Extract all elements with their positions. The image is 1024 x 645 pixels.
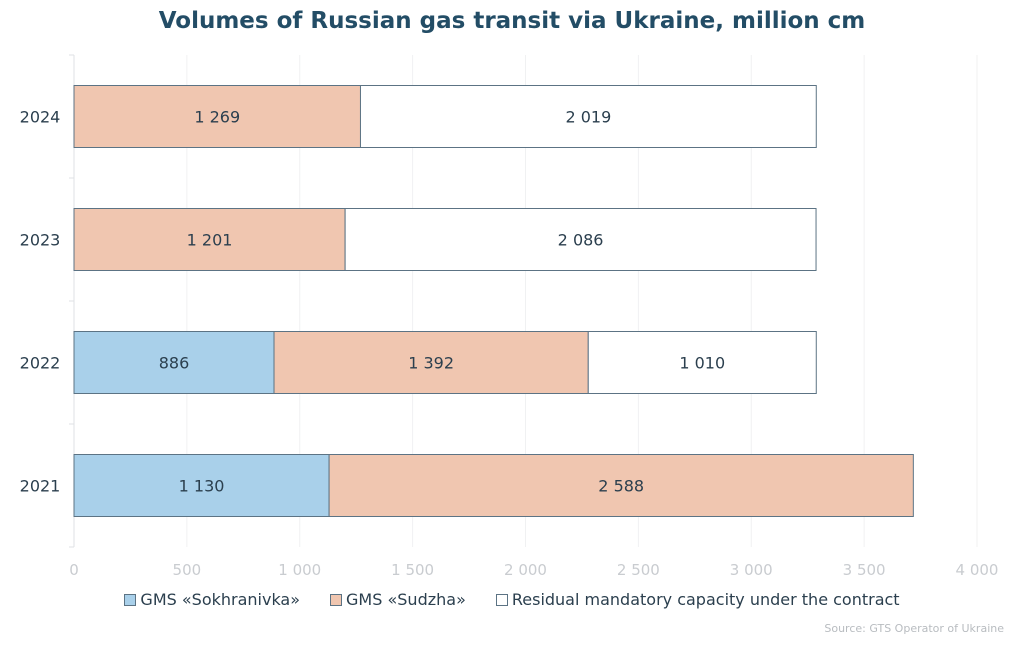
x-tick-label: 3 500 — [843, 561, 886, 579]
x-tick-label: 2 500 — [617, 561, 660, 579]
legend-item: Residual mandatory capacity under the co… — [495, 590, 900, 609]
x-tick-label: 4 000 — [956, 561, 999, 579]
x-tick-label: 3 000 — [730, 561, 773, 579]
bar-segment — [587, 331, 817, 394]
y-category-label: 2023 — [20, 231, 61, 250]
bar-segment — [344, 208, 817, 271]
data-label: 886 — [159, 354, 190, 373]
data-label: 1 269 — [194, 108, 240, 127]
data-label: 2 019 — [565, 108, 611, 127]
bar-segment — [273, 331, 589, 394]
bar-segment — [73, 454, 330, 517]
x-tick-label: 1 500 — [391, 561, 434, 579]
legend-swatch — [495, 593, 508, 606]
legend-item: GMS «Sokhranivka» — [124, 590, 300, 609]
y-category-label: 2024 — [20, 108, 61, 127]
data-label: 1 010 — [679, 354, 725, 373]
legend-item: GMS «Sudzha» — [330, 590, 466, 609]
x-tick-label: 1 000 — [278, 561, 321, 579]
bar-segment — [73, 208, 346, 271]
data-label: 1 130 — [179, 477, 225, 496]
legend-label: GMS «Sokhranivka» — [140, 590, 301, 609]
y-category-label: 2021 — [20, 477, 61, 496]
bar-segment — [73, 331, 275, 394]
data-label: 2 086 — [558, 231, 604, 250]
data-label: 1 392 — [408, 354, 454, 373]
x-tick-label: 500 — [173, 561, 202, 579]
x-tick-label: 2 000 — [504, 561, 547, 579]
data-label: 1 201 — [187, 231, 233, 250]
legend-swatch — [330, 593, 343, 606]
legend-label: Residual mandatory capacity under the co… — [511, 590, 900, 609]
x-tick-label: 0 — [69, 561, 79, 579]
legend-swatch — [124, 593, 137, 606]
data-label: 2 588 — [598, 477, 644, 496]
bar-segment — [328, 454, 914, 517]
chart-title: Volumes of Russian gas transit via Ukrai… — [158, 8, 866, 34]
source-note: Source: GTS Operator of Ukraine — [824, 622, 1004, 635]
y-category-label: 2022 — [20, 354, 61, 373]
bar-segment — [359, 85, 817, 148]
legend-label: GMS «Sudzha» — [346, 590, 466, 609]
legend: GMS «Sokhranivka» GMS «Sudzha» Residual ma… — [0, 590, 1024, 609]
